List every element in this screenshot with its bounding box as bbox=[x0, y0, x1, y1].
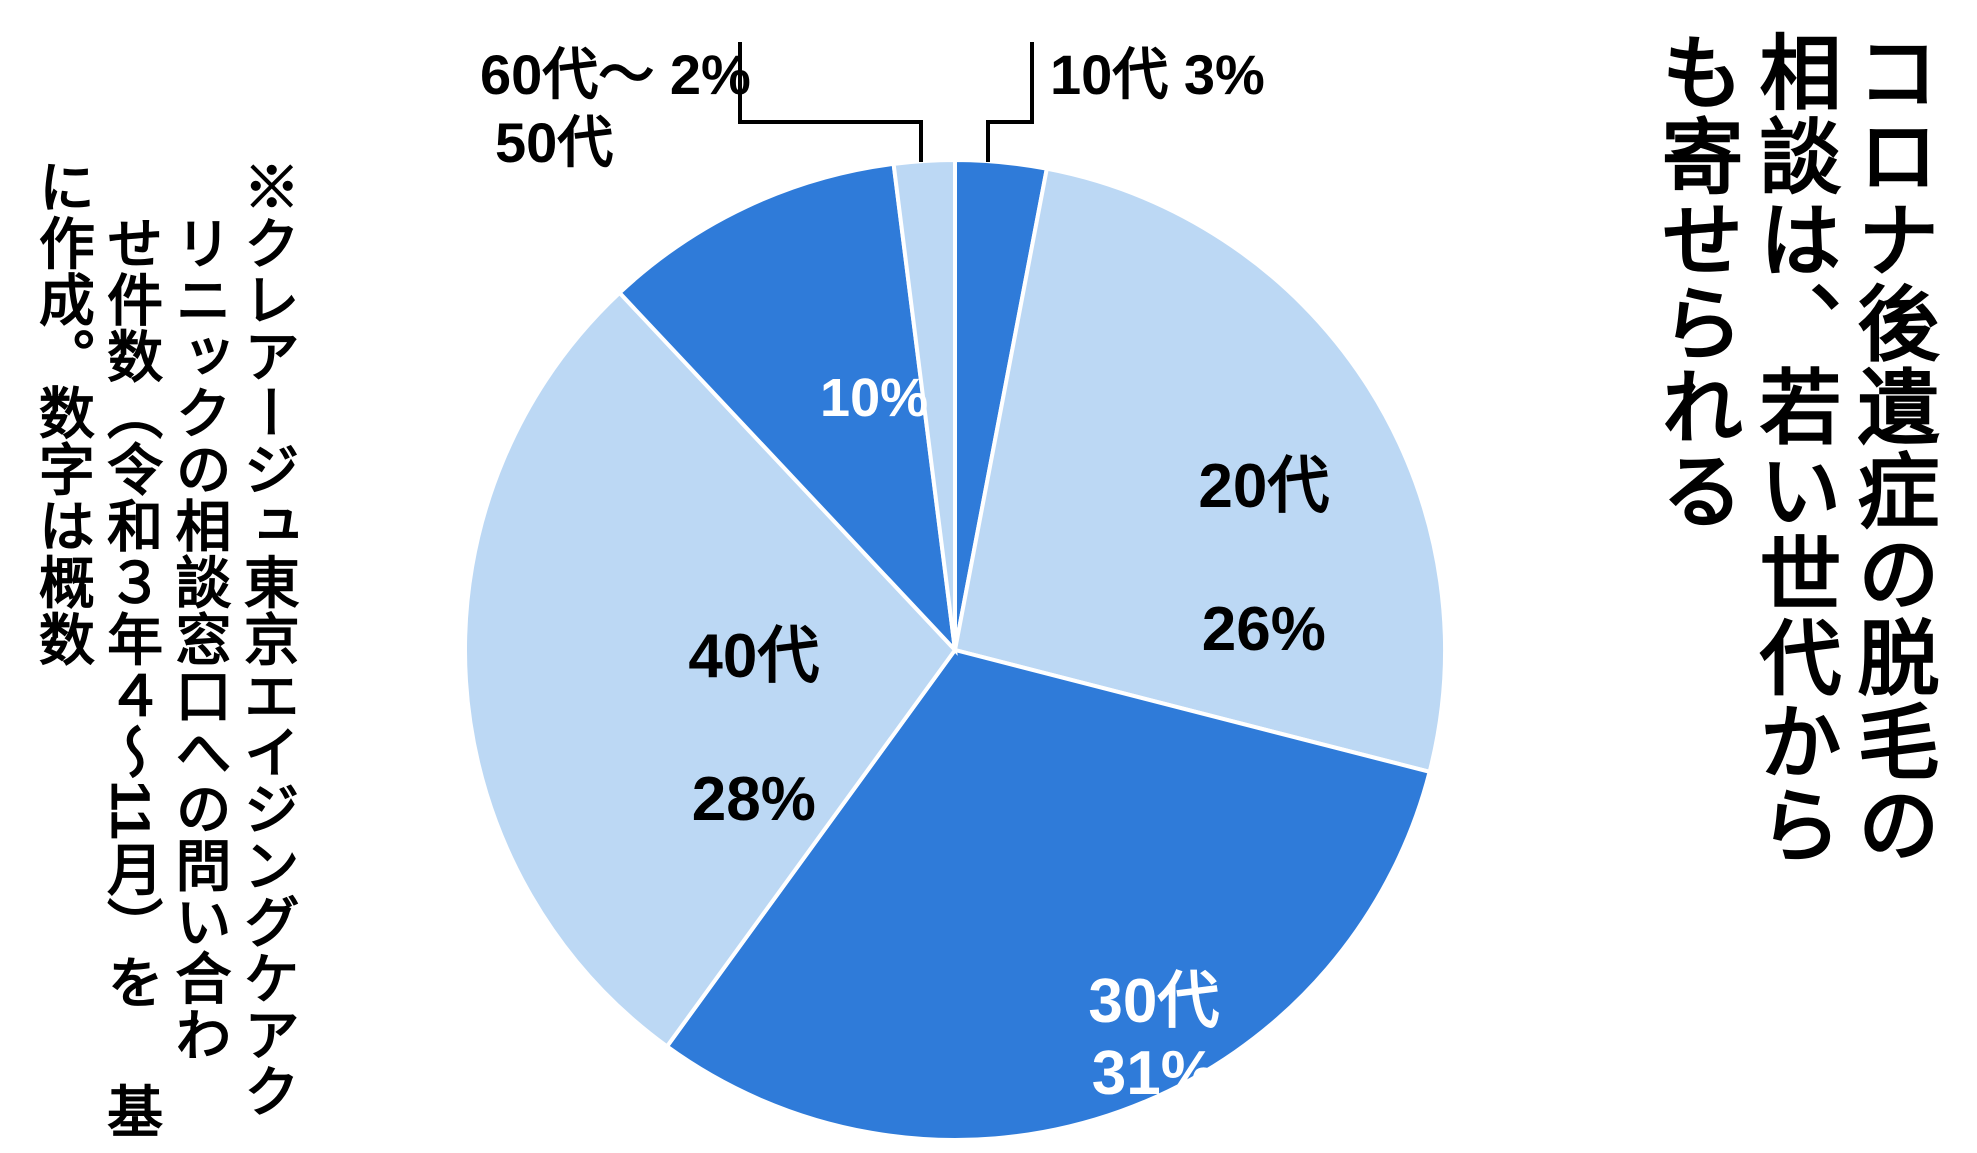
slice-label-50s-percent: 10% bbox=[820, 368, 928, 428]
title-column-3: も寄せられる bbox=[1647, 30, 1741, 1130]
slice-label-20s-percent: 26% bbox=[1202, 595, 1326, 664]
callout-10s-line-v bbox=[1030, 42, 1034, 124]
slice-label-50s: 10% bbox=[730, 305, 928, 491]
callout-10s: 10代 3% bbox=[1050, 30, 1265, 111]
pie-chart: 20代 26% 30代 31% 40代 28% 10% bbox=[455, 150, 1455, 1150]
footnote: ※クレアージュ東京エイジングケアク リニックの相談窓口への問い合わ せ件数（令和… bbox=[28, 158, 301, 1148]
slice-label-30s-name: 30代 bbox=[1088, 967, 1219, 1036]
callout-60s-line-h bbox=[738, 120, 923, 124]
slice-label-30s-percent: 31% bbox=[1092, 1039, 1216, 1108]
slice-label-20s: 20代 26% bbox=[1095, 380, 1329, 736]
callout-10s-line-v2 bbox=[986, 120, 990, 162]
title-column-2: 相談は、若い世代から bbox=[1745, 30, 1839, 1130]
title-column-1: コロナ後遺症の脱毛の bbox=[1843, 30, 1937, 1130]
slice-label-20s-name: 20代 bbox=[1198, 452, 1329, 521]
callout-10s-line-h bbox=[986, 120, 1034, 124]
slice-label-40s: 40代 28% bbox=[585, 550, 819, 906]
slice-label-40s-percent: 28% bbox=[692, 765, 816, 834]
callout-60s-line-v2 bbox=[919, 120, 923, 162]
slice-label-30s: 30代 31% bbox=[985, 895, 1219, 1153]
chart-stage: コロナ後遺症の脱毛の 相談は、若い世代から も寄せられる ※クレアージュ東京エイ… bbox=[0, 0, 1977, 1153]
callout-10s-text: 10代 3% bbox=[1050, 43, 1265, 106]
callout-60s-text: 60代〜 2% bbox=[480, 43, 751, 106]
slice-label-40s-name: 40代 bbox=[688, 622, 819, 691]
callout-50s: 50代 bbox=[495, 98, 613, 179]
callout-60s-line bbox=[738, 42, 742, 124]
callout-50s-text: 50代 bbox=[495, 111, 613, 174]
